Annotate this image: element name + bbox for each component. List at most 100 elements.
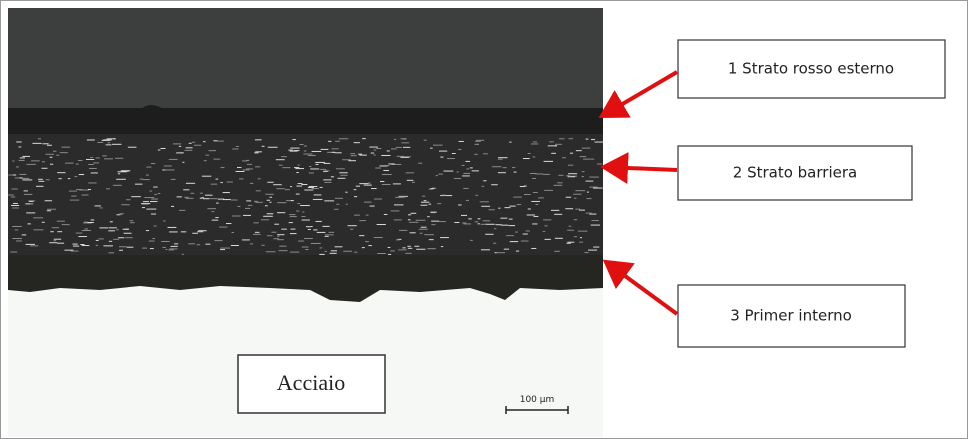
speckle bbox=[439, 221, 446, 222]
speckle bbox=[146, 230, 149, 231]
speckle bbox=[112, 144, 122, 145]
speckle bbox=[424, 140, 427, 141]
speckle bbox=[56, 155, 59, 156]
speckle bbox=[215, 240, 223, 241]
speckle bbox=[408, 214, 411, 215]
speckle bbox=[568, 176, 576, 177]
speckle bbox=[189, 143, 192, 144]
speckle bbox=[315, 162, 325, 163]
speckle bbox=[369, 147, 378, 148]
speckle bbox=[364, 202, 372, 203]
speckle bbox=[296, 186, 302, 187]
speckle bbox=[468, 218, 472, 219]
speckle bbox=[142, 207, 145, 208]
speckle bbox=[589, 187, 597, 188]
speckle bbox=[309, 166, 311, 167]
speckle bbox=[304, 190, 313, 191]
speckle bbox=[591, 139, 595, 140]
speckle bbox=[146, 175, 149, 176]
speckle bbox=[576, 150, 582, 151]
speckle bbox=[574, 198, 576, 199]
speckle bbox=[324, 163, 331, 164]
speckle bbox=[11, 205, 19, 206]
speckle bbox=[335, 198, 343, 199]
speckle bbox=[567, 243, 571, 244]
speckle bbox=[574, 219, 578, 220]
speckle bbox=[377, 224, 386, 225]
speckle bbox=[399, 196, 406, 197]
speckle bbox=[408, 248, 412, 249]
speckle bbox=[248, 205, 253, 206]
speckle bbox=[523, 158, 530, 159]
speckle bbox=[478, 218, 481, 219]
speckle bbox=[515, 232, 518, 233]
speckle bbox=[19, 160, 25, 161]
speckle bbox=[512, 167, 515, 168]
speckle bbox=[88, 164, 94, 165]
speckle bbox=[567, 230, 574, 231]
speckle bbox=[345, 192, 347, 193]
layer-label: 2 Strato barriera bbox=[733, 164, 857, 182]
speckle bbox=[503, 167, 507, 168]
speckle bbox=[498, 172, 506, 173]
speckle bbox=[578, 231, 587, 232]
speckle bbox=[346, 204, 348, 205]
speckle bbox=[433, 145, 443, 146]
speckle bbox=[303, 154, 312, 155]
speckle bbox=[80, 244, 84, 245]
speckle bbox=[304, 146, 307, 147]
speckle bbox=[96, 157, 100, 158]
speckle bbox=[325, 236, 329, 237]
speckle bbox=[420, 233, 423, 234]
speckle bbox=[348, 225, 357, 226]
speckle bbox=[465, 161, 470, 162]
speckle bbox=[523, 234, 528, 235]
speckle bbox=[266, 251, 276, 252]
speckle bbox=[15, 229, 19, 230]
speckle bbox=[88, 189, 91, 190]
speckle bbox=[65, 163, 73, 164]
speckle bbox=[27, 223, 30, 224]
speckle bbox=[421, 202, 429, 203]
speckle bbox=[173, 143, 181, 144]
speckle bbox=[441, 246, 443, 247]
speckle bbox=[555, 144, 562, 145]
speckle bbox=[593, 188, 603, 189]
speckle bbox=[331, 250, 337, 251]
speckle bbox=[325, 234, 334, 235]
speckle bbox=[68, 178, 70, 179]
speckle bbox=[302, 220, 310, 221]
speckle bbox=[297, 203, 300, 204]
speckle bbox=[587, 198, 592, 199]
speckle bbox=[566, 175, 570, 176]
speckle bbox=[467, 168, 470, 169]
speckle bbox=[483, 153, 488, 154]
speckle bbox=[154, 199, 158, 200]
speckle bbox=[388, 254, 391, 255]
speckle bbox=[493, 243, 496, 244]
speckle bbox=[296, 211, 299, 212]
speckle bbox=[165, 249, 167, 250]
speckle bbox=[274, 224, 279, 225]
speckle bbox=[289, 214, 295, 215]
speckle bbox=[335, 246, 343, 247]
speckle bbox=[470, 167, 473, 168]
speckle bbox=[110, 221, 113, 222]
speckle bbox=[232, 215, 241, 216]
speckle bbox=[243, 215, 251, 216]
speckle bbox=[165, 169, 175, 170]
speckle bbox=[72, 244, 77, 245]
speckle bbox=[38, 138, 41, 139]
speckle bbox=[388, 163, 394, 164]
speckle bbox=[12, 238, 22, 239]
speckle bbox=[509, 225, 516, 226]
speckle bbox=[366, 215, 369, 216]
speckle bbox=[323, 171, 328, 172]
speckle bbox=[151, 214, 156, 215]
speckle bbox=[331, 176, 334, 177]
speckle bbox=[239, 178, 244, 179]
speckle bbox=[593, 247, 599, 248]
speckle bbox=[532, 178, 536, 179]
speckle bbox=[64, 250, 73, 251]
speckle bbox=[376, 148, 381, 149]
